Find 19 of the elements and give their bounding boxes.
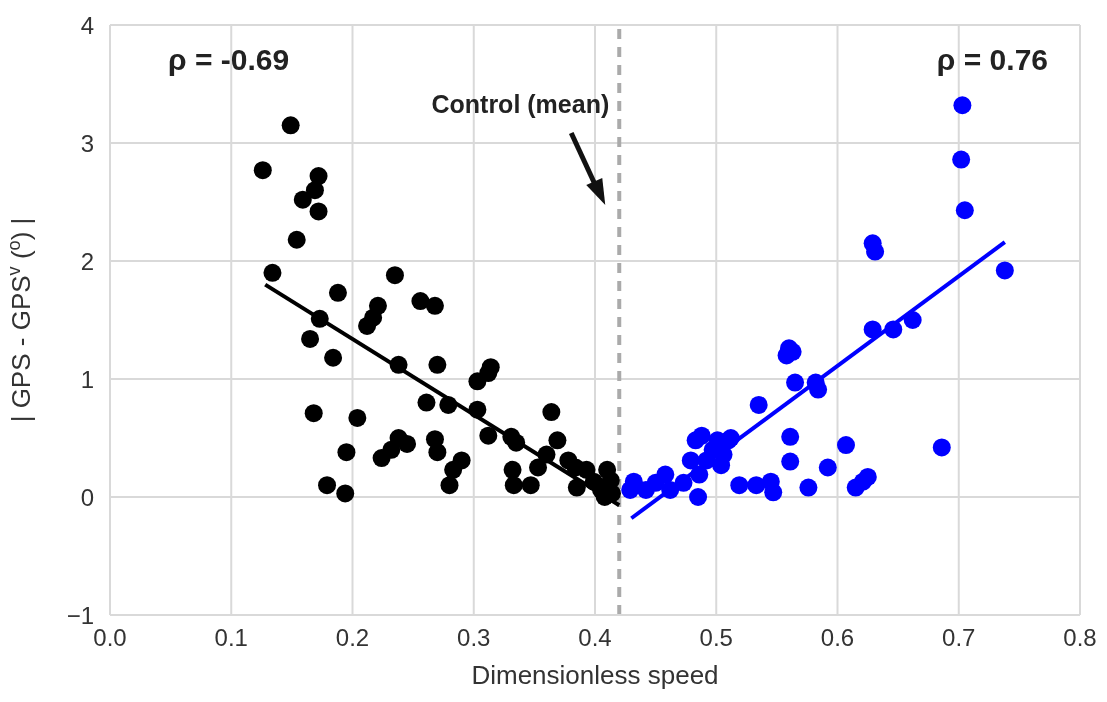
x-axis-title: Dimensionless speed <box>471 660 719 690</box>
x-tick-label: 0.4 <box>578 624 612 652</box>
x-tick-label: 0.5 <box>699 624 733 652</box>
x-tick-label: 0.8 <box>1063 624 1097 652</box>
y-tick-label: 1 <box>80 365 94 393</box>
y-tick-label: 3 <box>80 129 94 157</box>
x-tick-label: 0.1 <box>214 624 248 652</box>
x-tick-label: 0.6 <box>820 624 855 652</box>
annotation: ρ = -0.69 <box>168 43 290 76</box>
y-tick-label: 0 <box>80 483 94 511</box>
x-tick-label: 0.7 <box>942 624 976 652</box>
ref-line-label: Control (mean) <box>431 90 610 118</box>
y-tick-label: −1 <box>66 601 94 629</box>
x-tick-label: 0.2 <box>335 624 370 652</box>
x-tick-label: 0.3 <box>457 624 491 652</box>
y-tick-label: 4 <box>80 11 94 39</box>
annotation: ρ = 0.76 <box>936 43 1048 76</box>
y-tick-label: 2 <box>80 247 94 275</box>
x-tick-label: 0.0 <box>93 624 127 652</box>
